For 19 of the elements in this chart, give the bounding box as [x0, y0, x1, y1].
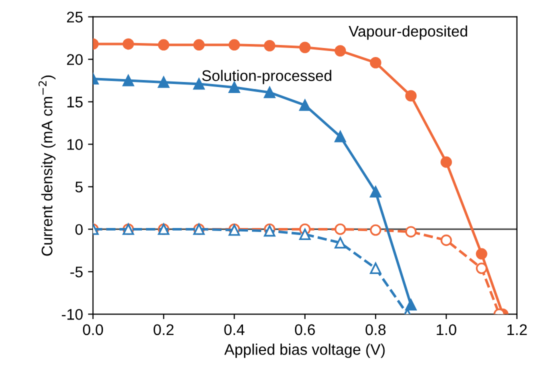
- y-tick-label: 5: [75, 182, 83, 192]
- x-tick-label: 0.4: [224, 324, 244, 336]
- x-tick-label: 1.0: [436, 324, 456, 336]
- y-tick-label: 25: [67, 12, 83, 23]
- series-label: Vapour-deposited: [348, 25, 468, 40]
- x-tick-label: 0.8: [366, 324, 386, 336]
- y-tick-label: -5: [70, 266, 83, 278]
- y-tick-label: 0: [75, 224, 83, 235]
- x-tick-label: 0.0: [82, 324, 104, 336]
- x-tick-label: 1.2: [507, 324, 527, 335]
- y-tick-label: -10: [62, 309, 83, 320]
- x-tick-label: 0.6: [294, 324, 315, 336]
- y-tick-label: 15: [67, 96, 83, 108]
- y-tick-label: 20: [67, 54, 83, 65]
- y-tick-label: 10: [67, 139, 83, 150]
- x-tick-label: 0.2: [154, 324, 174, 336]
- y-axis-title: Current density (mA cm$^{−2}$): [38, 76, 56, 256]
- series-label: Solution-processed: [202, 70, 332, 84]
- x-axis-title: Applied bias voltage (V): [224, 344, 385, 358]
